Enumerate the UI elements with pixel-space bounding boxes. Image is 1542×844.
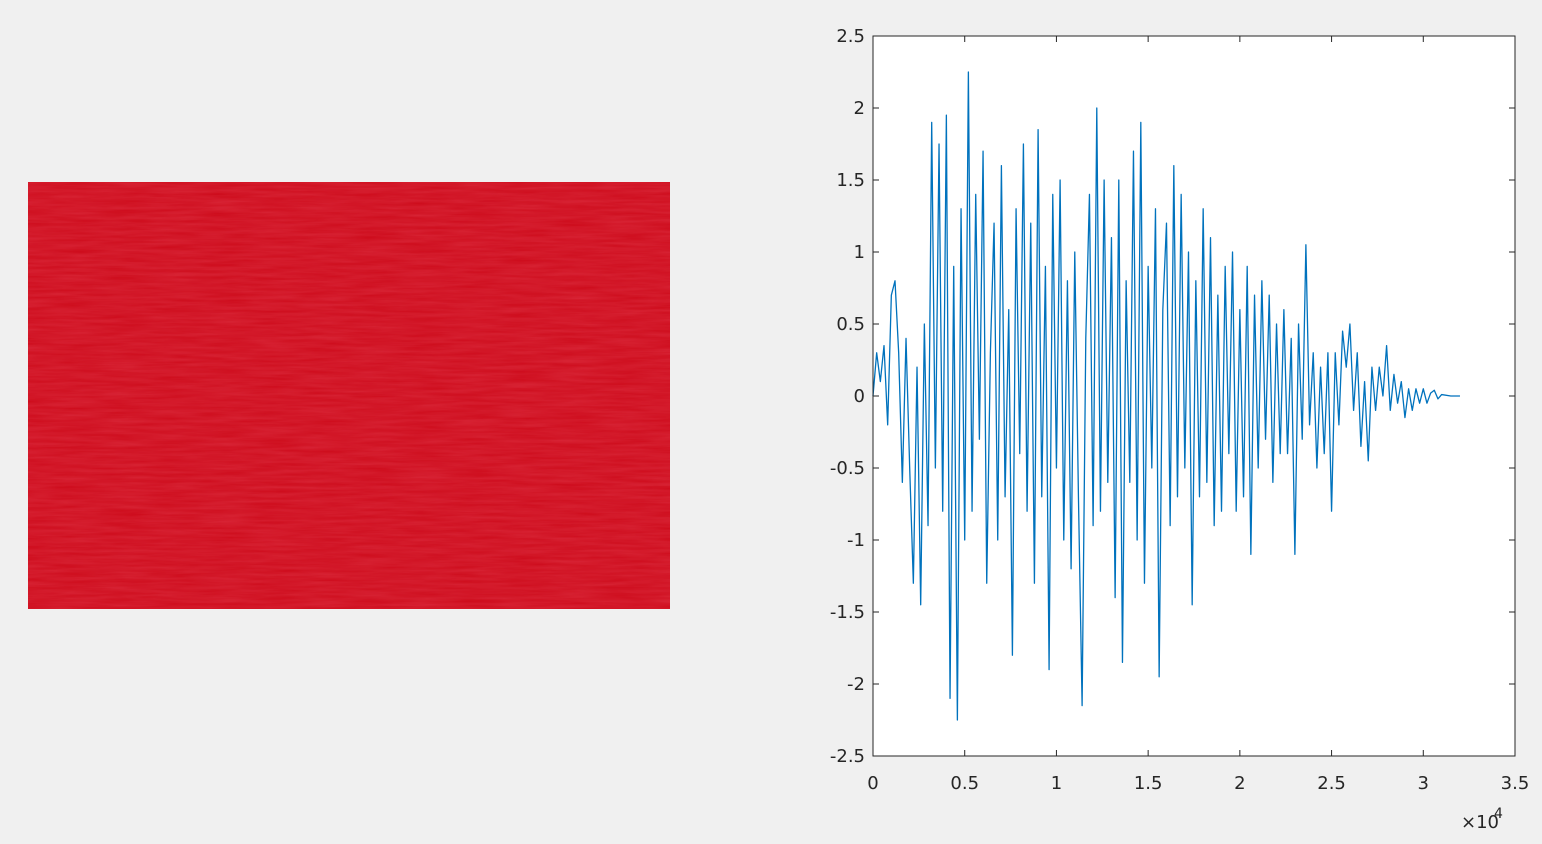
y-tick-label: 0.5 (836, 314, 865, 335)
x-tick-label: 2 (1234, 773, 1245, 794)
axes: -2.5 -2 -1.5 -1 -0.5 0 0.5 1 1.5 2 2.5 0 0.5 1 1.5 2 2.5… (830, 26, 1529, 794)
y-tick-label: 0 (854, 386, 865, 407)
x-multiplier-exponent: 4 (1494, 806, 1503, 822)
x-tick-label: 0.5 (950, 773, 979, 794)
x-tick-label: 1.5 (1134, 773, 1163, 794)
axes-box (872, 35, 1516, 757)
y-tick-label: -1 (847, 530, 865, 551)
y-tick-label: -2 (847, 674, 865, 695)
x-tick-label: 3 (1418, 773, 1429, 794)
x-multiplier: ×10 (1461, 812, 1499, 833)
y-tick-label: -0.5 (830, 458, 865, 479)
image-panel (28, 182, 670, 609)
x-tick-label: 1 (1051, 773, 1062, 794)
x-tick-label: 0 (867, 773, 878, 794)
x-tick-label: 2.5 (1317, 773, 1346, 794)
y-tick-label: 2.5 (836, 26, 865, 47)
y-tick-label: 1.5 (836, 170, 865, 191)
y-tick-label: -1.5 (830, 602, 865, 623)
y-tick-label: 2 (854, 98, 865, 119)
y-tick-label: -2.5 (830, 746, 865, 767)
x-tick-label: 3.5 (1501, 773, 1530, 794)
y-tick-label: 1 (854, 242, 865, 263)
data-line (872, 71, 1460, 721)
image-texture (28, 182, 670, 609)
